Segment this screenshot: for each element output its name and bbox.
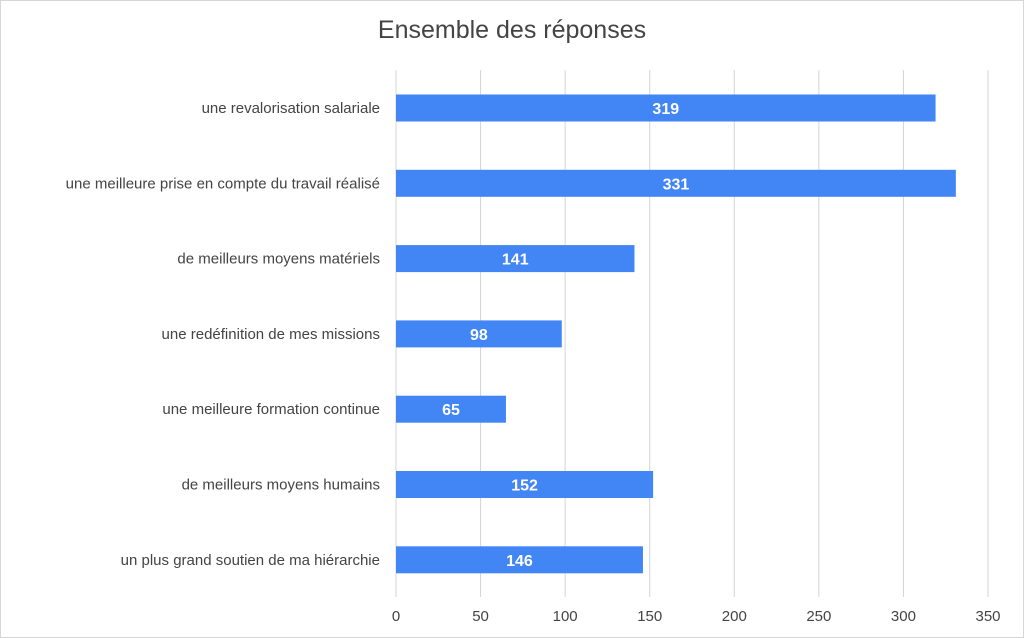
bar [396, 395, 506, 423]
category-label: un plus grand soutien de ma hiérarchie [121, 552, 380, 569]
data-label: 319 [652, 101, 679, 118]
data-label: 98 [470, 327, 488, 344]
x-tick-label: 0 [392, 608, 400, 625]
bar [396, 320, 562, 348]
data-label: 65 [442, 402, 460, 419]
x-tick-label: 200 [722, 608, 747, 625]
chart-title: Ensemble des réponses [377, 16, 647, 44]
x-tick-label: 350 [975, 608, 1000, 625]
x-tick-label: 50 [472, 608, 489, 625]
bar [396, 169, 956, 197]
bar [396, 245, 635, 273]
x-tick-label: 100 [553, 608, 578, 625]
category-label: de meilleurs moyens humains [182, 477, 380, 494]
x-tick-label: 150 [637, 608, 662, 625]
category-label: une revalorisation salariale [202, 100, 380, 117]
bar [396, 546, 643, 574]
data-label: 146 [506, 553, 533, 570]
x-tick-label: 300 [891, 608, 916, 625]
category-label: une meilleure formation continue [162, 401, 380, 418]
data-label: 152 [511, 478, 538, 495]
category-label: une redéfinition de mes missions [162, 326, 380, 343]
x-tick-label: 250 [806, 608, 831, 625]
data-label: 141 [502, 252, 529, 269]
category-label: une meilleure prise en compte du travail… [66, 175, 380, 192]
bar [396, 471, 654, 498]
data-label: 331 [663, 176, 690, 193]
bar [396, 94, 936, 122]
category-label: de meilleurs moyens matériels [177, 251, 380, 268]
